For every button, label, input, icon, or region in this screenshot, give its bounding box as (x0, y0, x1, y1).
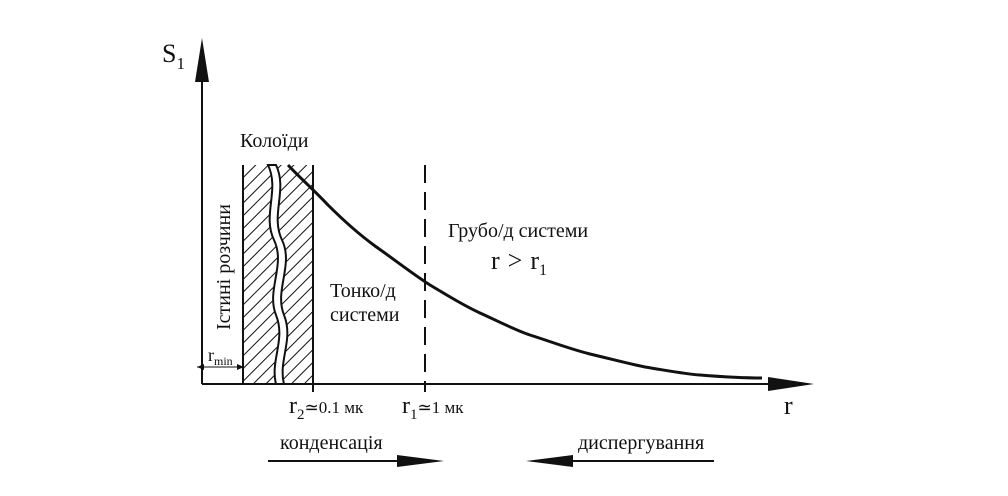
r1-tick-label: r1≃1 мк (402, 393, 464, 423)
true-solutions-label: Істині розчини (213, 204, 235, 330)
dispersion-label: диспергування (578, 432, 704, 454)
condensation-label: конденсація (280, 432, 383, 454)
colloids-label: Колоїди (240, 130, 309, 152)
r2-tick-label: r2≃0.1 мк (289, 393, 364, 423)
rmin-marker: rmin (197, 345, 244, 370)
rmin-label: rmin (208, 345, 233, 368)
colloid-hatched-band (242, 164, 314, 392)
dispersion-arrow: диспергування (526, 432, 714, 467)
condensation-arrow: конденсація (268, 432, 444, 467)
coarse-dispersed-label: Грубо/д системи (448, 220, 588, 242)
x-axis (202, 377, 814, 391)
fine-dispersed-label-line1: Тонко/д (330, 280, 396, 302)
x-axis-label: r (784, 391, 793, 420)
specific-surface-curve (286, 163, 763, 380)
y-axis (195, 38, 209, 384)
y-axis-label: S1 (162, 39, 185, 73)
coarse-condition: r > r1 (491, 246, 547, 279)
fine-dispersed-label-line2: системи (330, 304, 400, 326)
